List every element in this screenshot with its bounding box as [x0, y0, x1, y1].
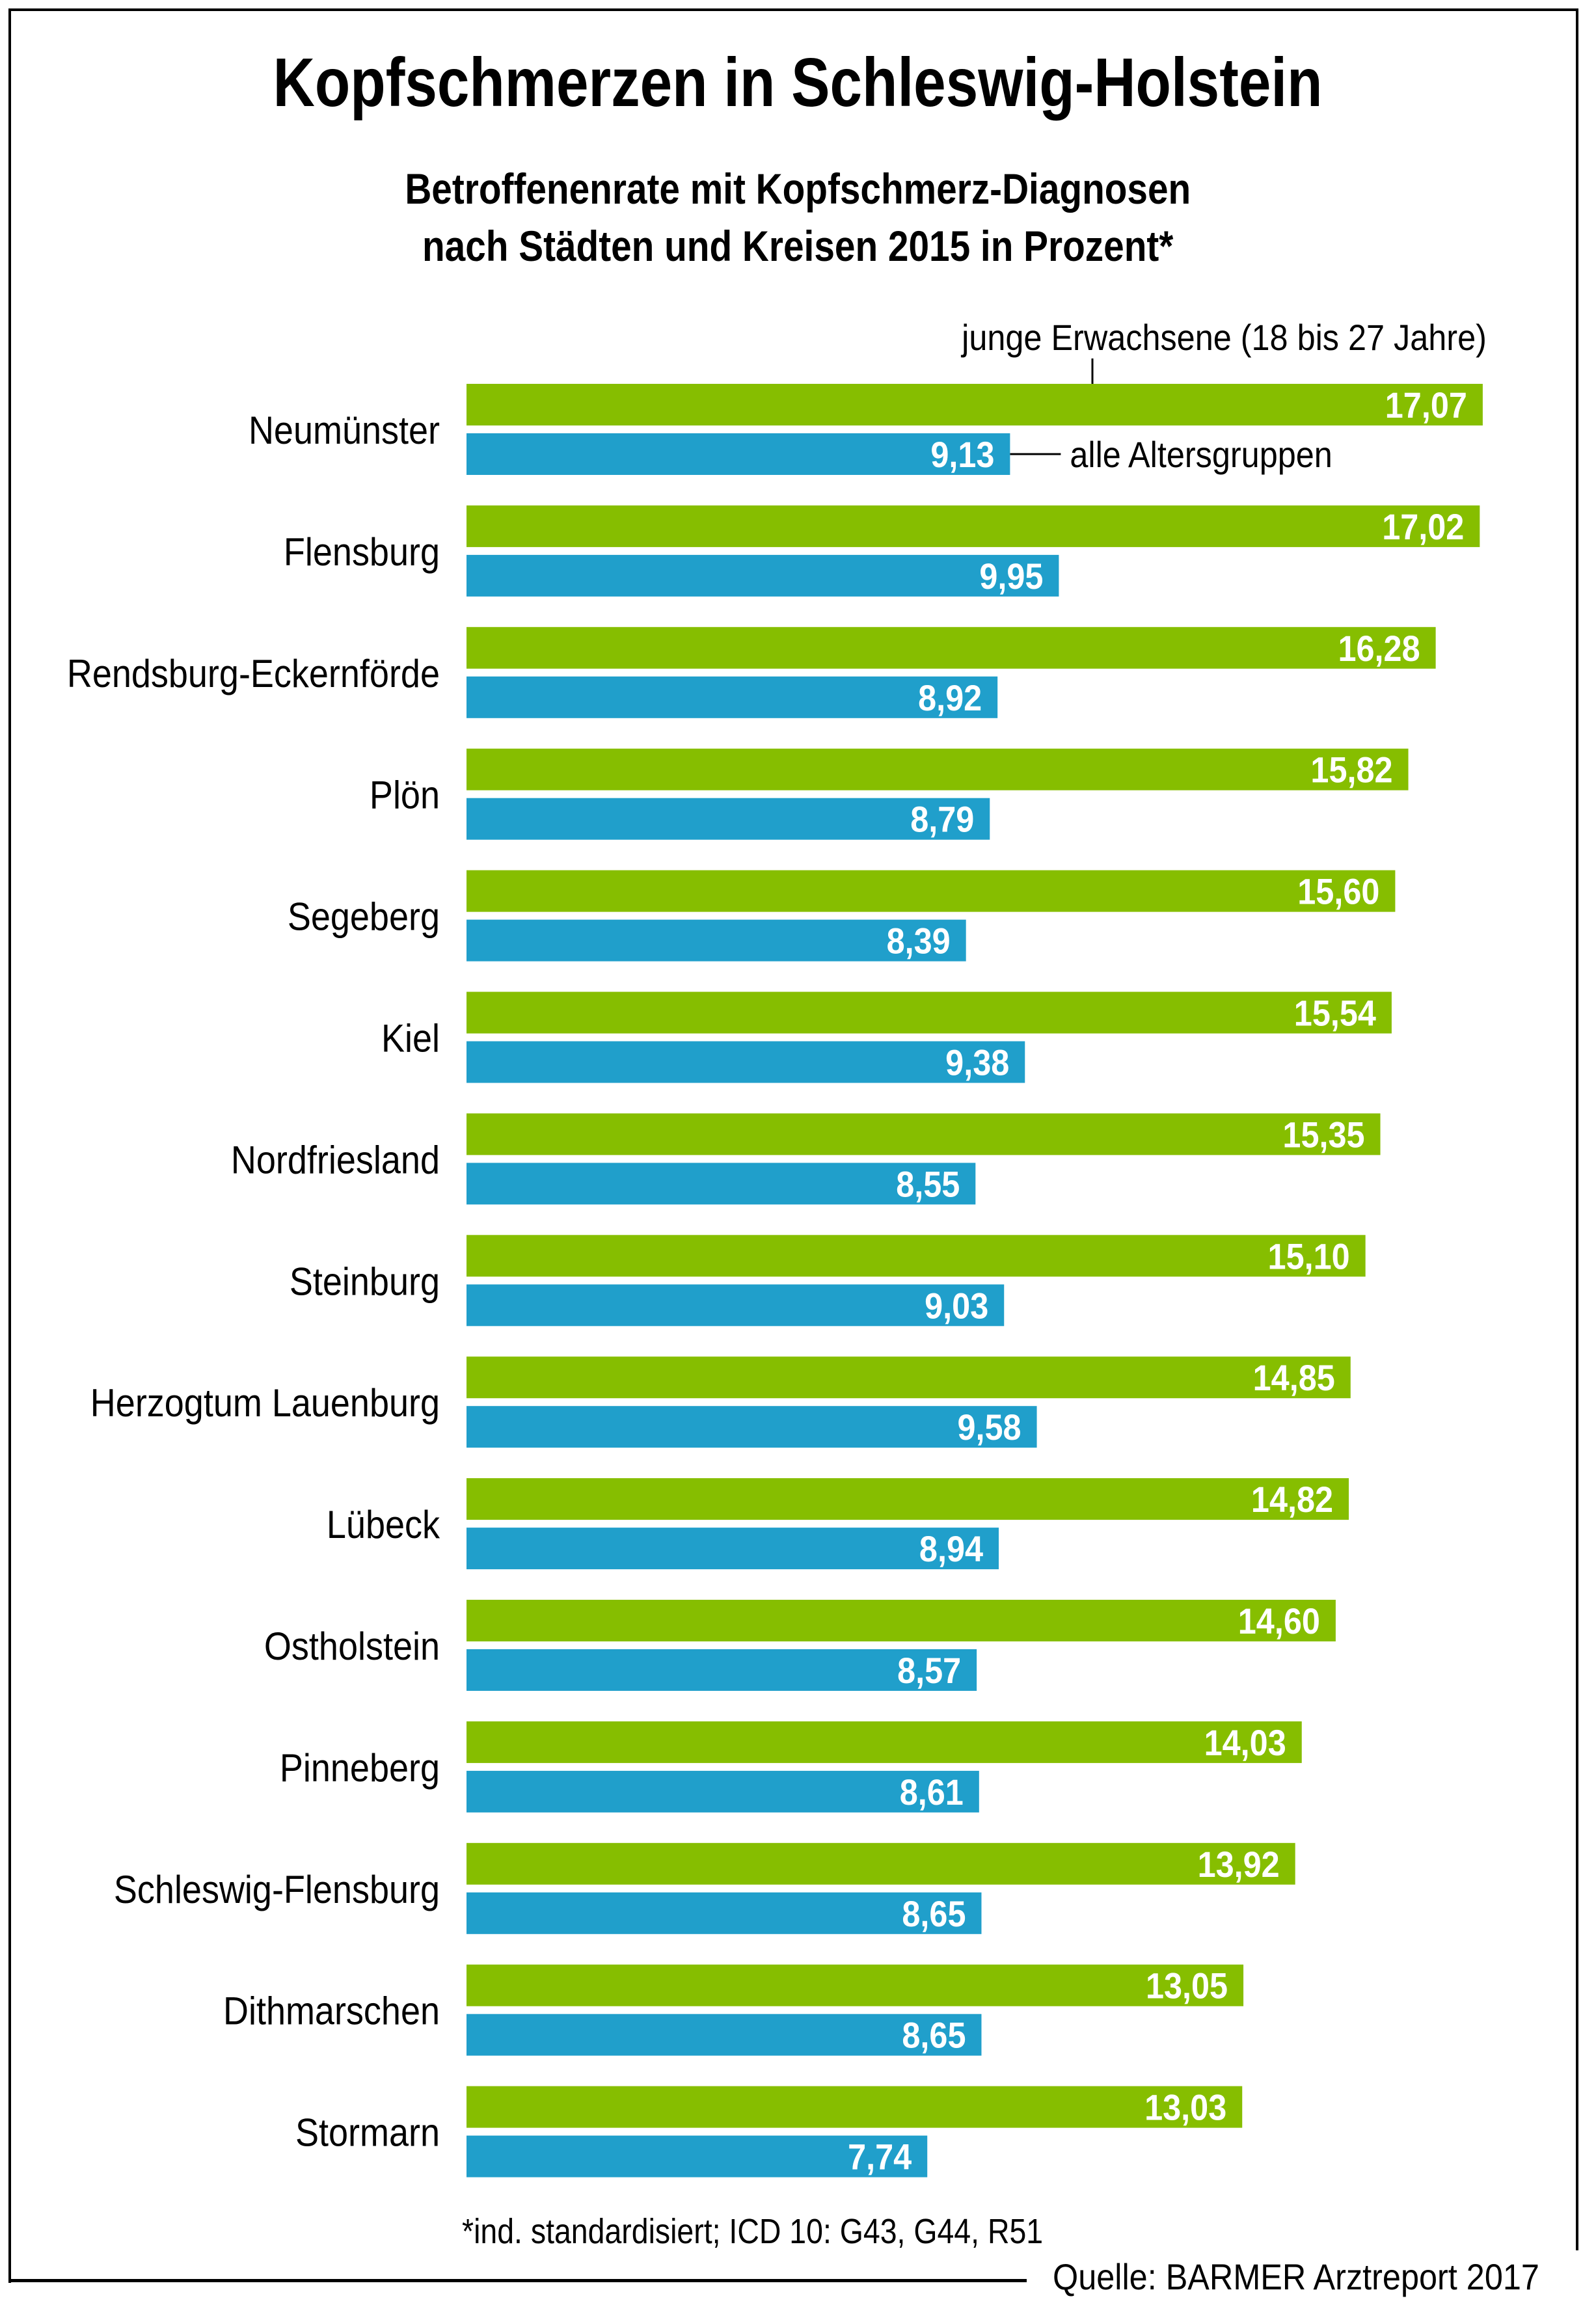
bar-all-ages: [467, 1163, 976, 1205]
value-labels: 17,07 9,13 17,02 9,95 16,28 8,92 15,82 8,79 15,6…: [848, 386, 1467, 2178]
bar-young-adults: [467, 991, 1392, 1034]
bar-all-ages: [467, 1528, 999, 1570]
bar-young-adults: [467, 627, 1436, 669]
bar-all-ages: [467, 676, 998, 718]
category-label: Ostholstein: [264, 1624, 440, 1668]
value-label-all-ages: 9,58: [957, 1408, 1021, 1448]
value-label-young-adults: 16,28: [1338, 628, 1420, 669]
value-label-young-adults: 14,60: [1238, 1602, 1320, 1642]
chart-title: Kopfschmerzen in Schleswig-Holstein: [0, 40, 1596, 125]
chart-subtitle-line-1: Betroffenenrate mit Kopfschmerz-Diagnose…: [0, 163, 1596, 215]
bar-young-adults: [467, 1721, 1302, 1763]
bar-all-ages: [467, 1892, 982, 1934]
category-labels: Neumünster Flensburg Rendsburg-Eckernförde…: [67, 409, 440, 2155]
bar-young-adults: [467, 870, 1396, 912]
frame-border-top: [8, 8, 1578, 11]
bar-young-adults: [467, 1842, 1295, 1885]
value-label-all-ages: 7,74: [848, 2137, 912, 2177]
frame-border-left: [8, 8, 11, 2283]
value-label-all-ages: 8,94: [919, 1530, 983, 1570]
bar-young-adults: [467, 1964, 1244, 2006]
bar-all-ages: [467, 2014, 982, 2056]
source-credit: Quelle: BARMER Arztreport 2017: [1053, 2256, 1539, 2297]
category-label: Stormarn: [295, 2111, 440, 2155]
category-label: Kiel: [381, 1017, 440, 1060]
value-label-all-ages: 9,13: [930, 435, 994, 476]
category-label: Schleswig-Flensburg: [114, 1868, 440, 1911]
value-label-all-ages: 9,95: [979, 556, 1043, 597]
frame-border-right: [1576, 8, 1578, 2250]
chart-subtitle-line-2-text: nach Städten und Kreisen 2015 in Prozent…: [422, 222, 1174, 270]
category-label: Steinburg: [290, 1260, 440, 1304]
value-label-all-ages: 9,38: [945, 1043, 1009, 1083]
chart-title-text: Kopfschmerzen in Schleswig-Holstein: [273, 44, 1323, 121]
value-label-young-adults: 14,03: [1204, 1723, 1286, 1763]
legend-label-all-ages: alle Altersgruppen: [1070, 435, 1332, 476]
value-label-all-ages: 9,03: [925, 1286, 988, 1327]
footnote: *ind. standardisiert; ICD 10: G43, G44, …: [462, 2212, 1044, 2251]
value-label-all-ages: 8,65: [902, 2015, 966, 2056]
bar-young-adults: [467, 748, 1409, 790]
bar-all-ages: [467, 433, 1010, 475]
bar-all-ages: [467, 2135, 928, 2177]
legend: junge Erwachsene (18 bis 27 Jahre) alle A…: [960, 318, 1487, 476]
bar-all-ages: [467, 1406, 1037, 1448]
bar-young-adults: [467, 1600, 1336, 1641]
value-label-young-adults: 15,10: [1268, 1237, 1350, 1277]
bar-young-adults: [467, 2086, 1243, 2128]
bar-all-ages: [467, 798, 990, 840]
bar-all-ages: [467, 1041, 1025, 1083]
category-label: Neumünster: [249, 409, 440, 452]
value-label-young-adults: 15,60: [1297, 872, 1379, 912]
value-label-young-adults: 14,82: [1251, 1480, 1333, 1520]
legend-label-young-adults: junge Erwachsene (18 bis 27 Jahre): [960, 318, 1487, 358]
value-label-all-ages: 8,61: [900, 1772, 964, 1813]
category-label: Plön: [370, 774, 440, 817]
category-label: Pinneberg: [280, 1746, 440, 1790]
category-label: Flensburg: [284, 530, 440, 574]
bar-all-ages: [467, 1649, 977, 1691]
value-label-young-adults: 15,54: [1294, 993, 1376, 1034]
bar-young-adults: [467, 505, 1480, 547]
bar-all-ages: [467, 554, 1059, 597]
value-label-all-ages: 8,92: [918, 678, 982, 718]
category-label: Rendsburg-Eckernförde: [67, 652, 440, 695]
value-label-young-adults: 17,07: [1385, 386, 1467, 426]
value-label-all-ages: 8,55: [896, 1165, 960, 1205]
bar-all-ages: [467, 1770, 979, 1813]
value-label-young-adults: 17,02: [1382, 507, 1464, 547]
bar-young-adults: [467, 1235, 1366, 1277]
value-label-young-adults: 13,05: [1146, 1966, 1228, 2006]
bar-young-adults: [467, 1478, 1349, 1520]
bar-young-adults: [467, 1113, 1381, 1155]
bar-all-ages: [467, 1284, 1005, 1327]
chart-subtitle-line-1-text: Betroffenenrate mit Kopfschmerz-Diagnose…: [405, 165, 1191, 213]
bar-all-ages: [467, 919, 966, 962]
chart-subtitle-line-2: nach Städten und Kreisen 2015 in Prozent…: [0, 220, 1596, 272]
value-label-all-ages: 8,57: [897, 1651, 961, 1692]
category-label: Segeberg: [288, 895, 440, 939]
bars: [467, 384, 1483, 2177]
bar-young-adults: [467, 384, 1483, 425]
bar-young-adults: [467, 1356, 1351, 1399]
category-label: Lübeck: [327, 1503, 440, 1546]
value-label-young-adults: 15,35: [1282, 1115, 1364, 1155]
value-label-all-ages: 8,65: [902, 1894, 966, 1934]
value-label-all-ages: 8,79: [910, 800, 974, 840]
value-label-all-ages: 8,39: [887, 921, 951, 962]
value-label-young-adults: 15,82: [1310, 750, 1392, 790]
value-label-young-adults: 13,03: [1144, 2088, 1226, 2128]
category-label: Dithmarschen: [223, 1989, 440, 2033]
value-label-young-adults: 13,92: [1198, 1844, 1280, 1885]
frame-border-bottom: [8, 2279, 1027, 2282]
category-label: Nordfriesland: [231, 1139, 440, 1182]
category-label: Herzogtum Lauenburg: [90, 1382, 440, 1425]
value-label-young-adults: 14,85: [1253, 1358, 1335, 1399]
